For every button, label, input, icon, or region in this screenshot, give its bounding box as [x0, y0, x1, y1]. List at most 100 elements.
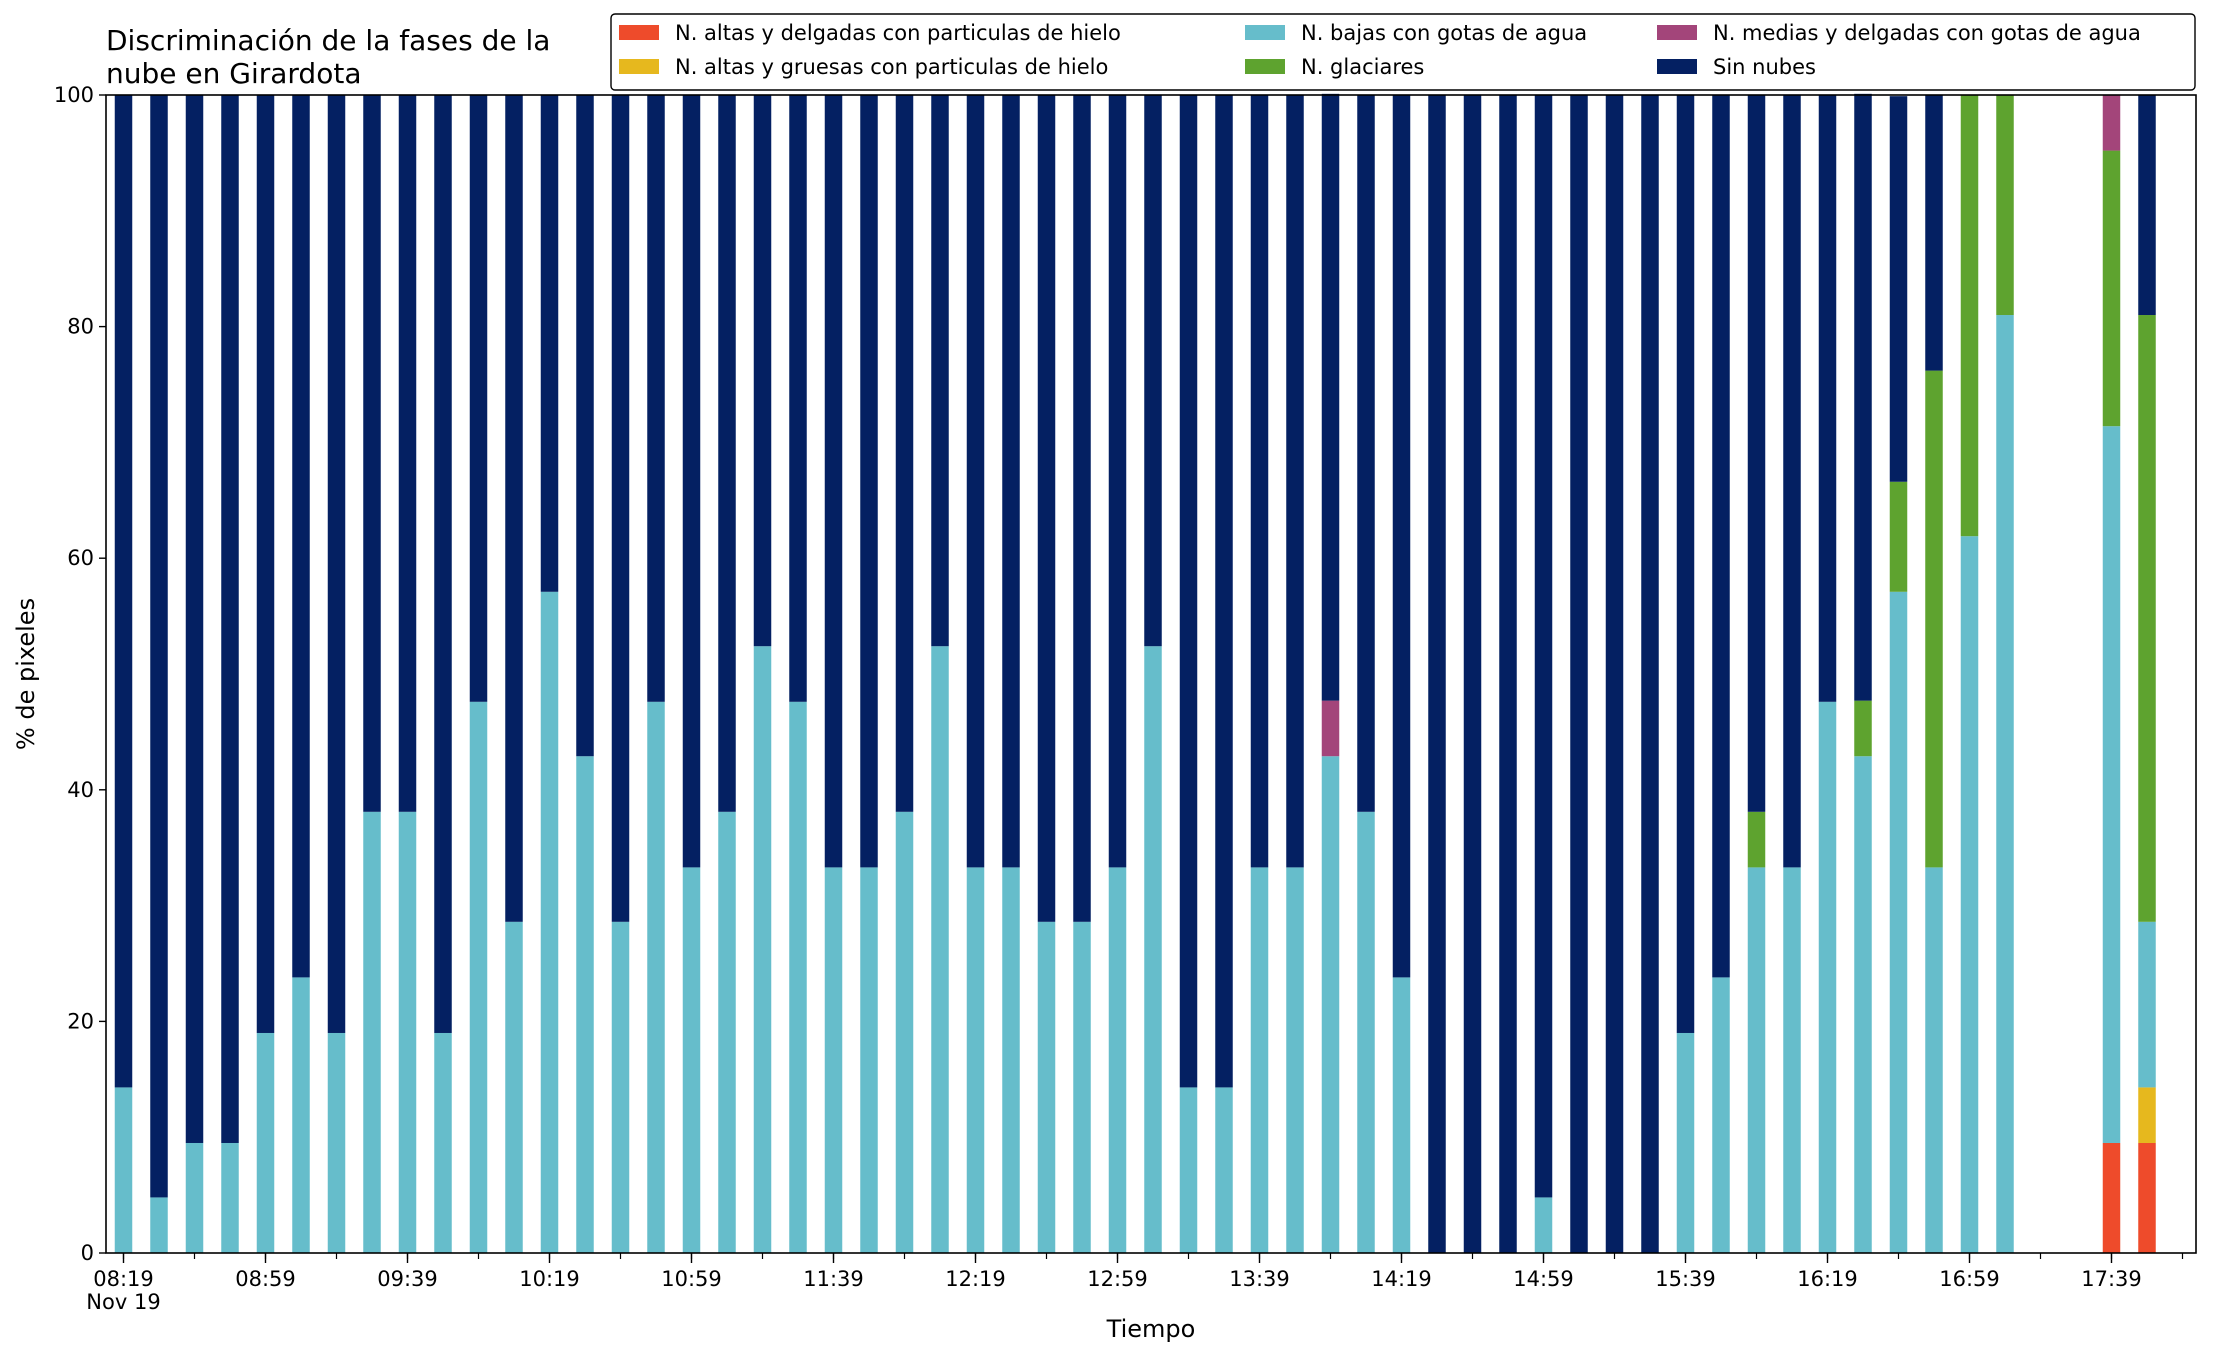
bar-segment [966, 867, 985, 1253]
plot-frame [105, 94, 2197, 1254]
bar-segment [1144, 95, 1162, 647]
bar-segment [221, 95, 239, 1143]
bar-segment [1357, 95, 1375, 812]
bar-segment [150, 1197, 168, 1253]
y-tick-label: 40 [67, 778, 94, 802]
bar-segment [1889, 591, 1908, 1253]
bar-segment [256, 95, 275, 1033]
bar-segment [1108, 867, 1127, 1253]
legend-swatch [1245, 59, 1285, 74]
bar-segment [1605, 95, 1624, 1253]
bar-segment [1179, 1087, 1198, 1253]
x-tick-label: 11:39 [803, 1267, 864, 1291]
legend-label: N. glaciares [1301, 55, 1424, 79]
bar-segment [611, 95, 630, 922]
bar-segment [1712, 95, 1730, 978]
legend: N. altas y delgadas con particulas de hi… [610, 13, 2196, 91]
bar-segment [647, 95, 665, 702]
bar-segment [2102, 95, 2121, 151]
bar-segment [1179, 95, 1198, 1088]
bar-segment [1499, 95, 1517, 1253]
bar-segment [292, 977, 310, 1253]
bar-segment [1286, 95, 1304, 868]
bar-segment [1818, 95, 1837, 702]
legend-swatch [619, 25, 659, 40]
legend-label: N. altas y delgadas con particulas de hi… [675, 21, 1121, 45]
bar-segment [1463, 95, 1482, 1253]
bar-segment [1925, 867, 1943, 1253]
x-tick-label: 15:39 [1655, 1267, 1716, 1291]
bar-segment [1854, 93, 1872, 701]
bar-segment [505, 95, 523, 922]
x-tick-label: 10:19 [519, 1267, 580, 1291]
x-tick-label: 08:19 [93, 1267, 154, 1291]
x-tick-label: 13:39 [1229, 1267, 1290, 1291]
bar-segment [256, 1032, 275, 1253]
bar-segment [931, 646, 949, 1253]
legend-label: N. bajas con gotas de agua [1301, 21, 1587, 45]
bar-segment [1215, 1087, 1233, 1253]
bar-segment [718, 811, 736, 1253]
bar-segment [1889, 481, 1908, 592]
bar-segment [1889, 96, 1908, 482]
legend-swatch [619, 59, 659, 74]
bar-segment [1996, 95, 2014, 316]
bar-segment [540, 591, 559, 1253]
bar-segment [611, 921, 630, 1253]
bar-segment [1215, 95, 1233, 1088]
legend-box [610, 13, 2196, 91]
bar-segment [1002, 867, 1020, 1253]
bar-segment [1357, 811, 1375, 1253]
x-tick-label: 09:39 [377, 1267, 438, 1291]
bar-segment [1250, 95, 1269, 868]
bar-segment [1783, 95, 1801, 868]
bar-segment [2102, 1142, 2121, 1253]
bar-segment [2102, 150, 2121, 427]
bar-segment [931, 95, 949, 647]
bar-segment [398, 95, 417, 812]
bar-segment [789, 701, 807, 1253]
chart-title-line: Discriminación de la fases de la [106, 24, 550, 57]
x-tick-label: 16:59 [1939, 1267, 2000, 1291]
bar-segment [1925, 95, 1943, 371]
bar-segment [2138, 1087, 2156, 1143]
bar-segment [1534, 95, 1553, 1198]
bar-segment [1392, 977, 1411, 1253]
x-tick-label: 12:19 [945, 1267, 1006, 1291]
legend-label: Sin nubes [1713, 55, 1816, 79]
x-tick-label: 17:39 [2081, 1267, 2142, 1291]
bar-segment [469, 95, 488, 702]
bar-segment [1854, 700, 1872, 757]
bar-segment [185, 1142, 204, 1253]
bar-segment [824, 867, 843, 1253]
bar-segment [221, 1142, 239, 1253]
x-tick-label: 14:59 [1513, 1267, 1574, 1291]
chart-title-line: nube en Girardota [106, 57, 361, 90]
bar-segment [682, 95, 701, 868]
bar-segment [1854, 756, 1872, 1253]
bar-segment [647, 701, 665, 1253]
bar-segment [1712, 977, 1730, 1253]
bar-segment [1960, 536, 1979, 1253]
bar-segment [753, 95, 772, 647]
legend-swatch [1245, 25, 1285, 40]
bar-segment [398, 811, 417, 1253]
legend-swatch [1657, 59, 1697, 74]
bars-layer [114, 93, 2156, 1253]
bar-segment [1570, 95, 1588, 1253]
bar-segment [1676, 95, 1695, 1033]
bar-segment [682, 867, 701, 1253]
x-tick-label: 10:59 [661, 1267, 722, 1291]
bar-segment [1037, 95, 1056, 922]
bar-segment [2138, 315, 2156, 922]
y-tick-label: 80 [67, 315, 94, 339]
bar-segment [753, 646, 772, 1253]
bar-segment [327, 1032, 346, 1253]
bar-segment [114, 95, 133, 1088]
bar-segment [1392, 95, 1411, 978]
bar-segment [1250, 867, 1269, 1253]
y-axis-label: % de pixeles [12, 598, 40, 750]
x-tick-label: 14:19 [1371, 1267, 1432, 1291]
bar-segment [1428, 95, 1446, 1253]
